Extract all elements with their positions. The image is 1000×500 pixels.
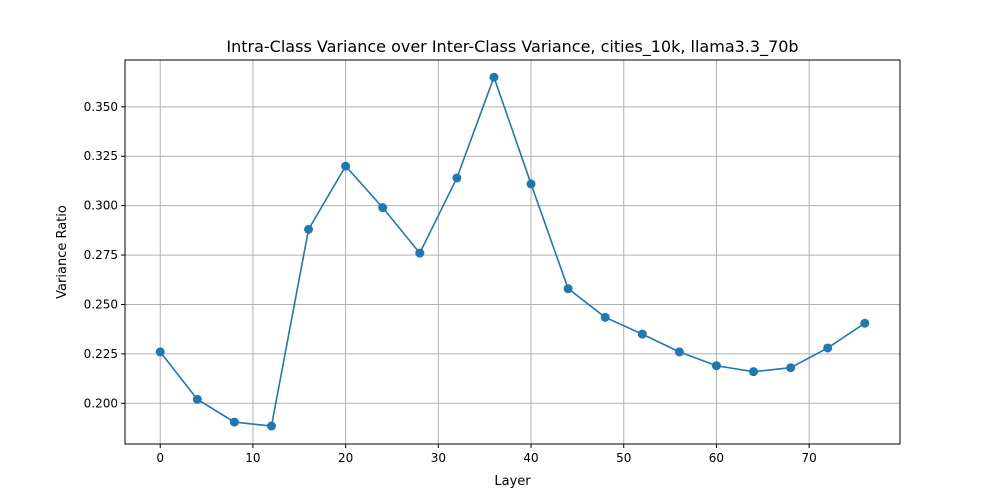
data-point [415,248,425,258]
data-point [860,318,870,328]
axis-ticks: 0 10 20 30 40 50 60 70 0.200 0.225 0.250 0.275 0.300… [84,100,817,465]
y-tick-label: 0.275 [84,248,118,262]
data-point [378,203,388,213]
x-tick-label: 60 [709,451,724,465]
y-tick-label: 0.350 [84,100,118,114]
data-point [266,421,276,431]
x-tick-label: 0 [156,451,164,465]
data-point [192,394,202,404]
x-tick-label: 50 [616,451,631,465]
series-line [159,74,866,427]
y-axis-label: Variance Ratio [55,205,70,299]
y-tick-label: 0.225 [84,347,118,361]
data-point [229,417,239,427]
y-tick-label: 0.325 [84,149,118,163]
x-tick-label: 10 [245,451,260,465]
y-tick-label: 0.300 [84,199,118,213]
data-point [823,343,833,353]
data-point [452,173,462,183]
x-tick-label: 20 [338,451,353,465]
data-point [786,363,796,373]
data-point [341,161,351,171]
data-point [526,179,536,189]
data-point [563,284,573,294]
data-point [489,72,499,82]
x-tick-label: 70 [802,451,817,465]
chart-title: Intra-Class Variance over Inter-Class Va… [226,37,798,57]
plot-frame [124,59,901,445]
data-point [304,224,314,234]
data-point [155,347,165,357]
data-point [711,361,721,371]
x-tick-label: 30 [431,451,446,465]
data-point [674,347,684,357]
grid-lines [125,60,900,444]
series-layer [155,72,870,431]
data-point [600,312,610,322]
data-point [749,367,759,377]
x-axis-label: Layer [494,474,531,489]
x-tick-label: 40 [523,451,538,465]
data-point [637,329,647,339]
y-tick-label: 0.200 [84,396,118,410]
y-tick-label: 0.250 [84,297,118,311]
